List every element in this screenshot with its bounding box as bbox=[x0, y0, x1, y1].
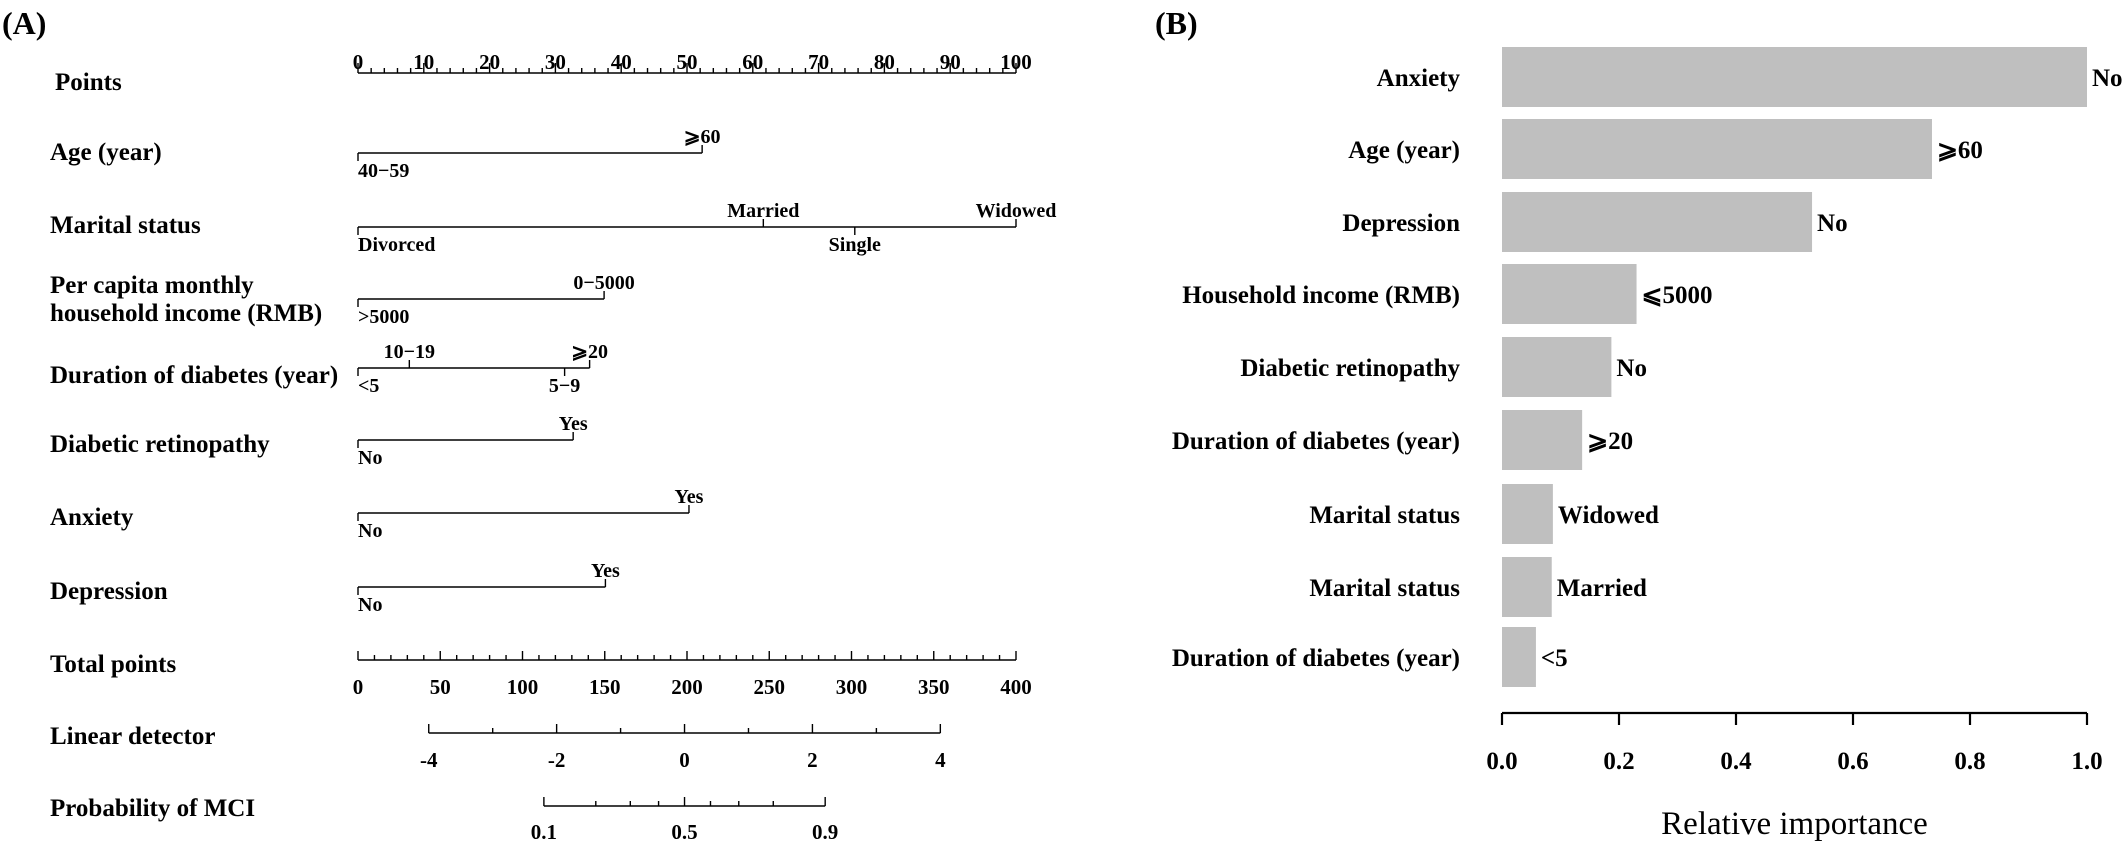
level-label: Yes bbox=[591, 560, 620, 582]
importance-bar-label: ⩾20 bbox=[1587, 428, 1633, 455]
level-label: Married bbox=[727, 200, 799, 222]
variable-label: Per capita monthly bbox=[50, 272, 254, 299]
level-label: 0−5000 bbox=[573, 272, 634, 294]
importance-bar bbox=[1502, 410, 1583, 470]
linear-detector-label: Linear detector bbox=[50, 723, 215, 750]
level-label: Yes bbox=[559, 413, 588, 435]
level-label: ⩾20 bbox=[571, 341, 608, 363]
variable-label: Depression bbox=[50, 578, 168, 605]
level-label: Widowed bbox=[976, 200, 1057, 222]
level-label: Yes bbox=[675, 486, 704, 508]
importance-category-label: Household income (RMB) bbox=[1182, 282, 1460, 309]
points-tick-label: 70 bbox=[808, 50, 829, 74]
importance-x-tick-label: 0.4 bbox=[1720, 748, 1752, 775]
points-tick-label: 10 bbox=[413, 50, 434, 74]
importance-bar bbox=[1502, 119, 1932, 179]
level-label: 10−19 bbox=[384, 341, 435, 363]
total-points-tick-label: 200 bbox=[671, 675, 703, 699]
points-tick-label: 60 bbox=[742, 50, 763, 74]
linear-detector-tick-label: 4 bbox=[935, 748, 946, 772]
level-label: 5−9 bbox=[549, 375, 580, 397]
linear-detector-tick-label: 0 bbox=[679, 748, 690, 772]
variable-label: Duration of diabetes (year) bbox=[50, 362, 338, 389]
importance-category-label: Duration of diabetes (year) bbox=[1172, 645, 1460, 672]
importance-bar bbox=[1502, 192, 1813, 252]
importance-bar-label: No bbox=[1616, 355, 1647, 382]
variable-label: Age (year) bbox=[50, 139, 162, 166]
total-points-label: Total points bbox=[50, 651, 176, 678]
importance-bar-label: ⩽5000 bbox=[1642, 282, 1713, 309]
importance-x-tick-label: 0.8 bbox=[1954, 748, 1985, 775]
importance-bar-label: No bbox=[2092, 65, 2123, 92]
points-label: Points bbox=[55, 69, 122, 96]
total-points-tick-label: 100 bbox=[507, 675, 539, 699]
importance-x-tick-label: 0.0 bbox=[1486, 748, 1517, 775]
linear-detector-tick-label: -2 bbox=[548, 748, 566, 772]
points-tick-label: 30 bbox=[545, 50, 566, 74]
linear-detector-tick-label: 2 bbox=[807, 748, 818, 772]
importance-category-label: Marital status bbox=[1309, 575, 1460, 602]
points-tick-label: 20 bbox=[479, 50, 500, 74]
importance-bar-label: ⩾60 bbox=[1937, 137, 1983, 164]
total-points-tick-label: 50 bbox=[430, 675, 451, 699]
points-tick-label: 50 bbox=[677, 50, 698, 74]
total-points-tick-label: 350 bbox=[918, 675, 950, 699]
points-tick-label: 90 bbox=[940, 50, 961, 74]
points-tick-label: 0 bbox=[353, 50, 364, 74]
importance-bar-label: <5 bbox=[1541, 645, 1568, 672]
importance-x-tick-label: 0.2 bbox=[1603, 748, 1634, 775]
variable-label: household income (RMB) bbox=[50, 300, 322, 327]
importance-bar-label: No bbox=[1817, 210, 1848, 237]
level-label: 40−59 bbox=[358, 160, 409, 182]
importance-bar-label: Married bbox=[1557, 575, 1647, 602]
total-points-tick-label: 0 bbox=[353, 675, 364, 699]
panel-a-label: (A) bbox=[2, 5, 46, 41]
points-tick-label: 40 bbox=[611, 50, 632, 74]
variable-label: Diabetic retinopathy bbox=[50, 431, 270, 458]
importance-x-axis-title: Relative importance bbox=[1661, 806, 1928, 842]
panel-b-label: (B) bbox=[1155, 5, 1198, 41]
importance-bar bbox=[1502, 627, 1536, 687]
level-label: ⩾60 bbox=[684, 126, 721, 148]
level-label: No bbox=[358, 594, 382, 616]
variable-label: Anxiety bbox=[50, 504, 134, 531]
importance-category-label: Duration of diabetes (year) bbox=[1172, 428, 1460, 455]
probability-label: Probability of MCI bbox=[50, 795, 255, 822]
probability-tick-label: 0.9 bbox=[812, 820, 838, 844]
importance-category-label: Age (year) bbox=[1348, 137, 1460, 164]
importance-x-tick-label: 0.6 bbox=[1837, 748, 1868, 775]
importance-bar bbox=[1502, 264, 1637, 324]
importance-category-label: Depression bbox=[1342, 210, 1460, 237]
total-points-tick-label: 300 bbox=[836, 675, 868, 699]
total-points-tick-label: 250 bbox=[754, 675, 786, 699]
level-label: Divorced bbox=[358, 234, 435, 256]
importance-category-label: Marital status bbox=[1309, 502, 1460, 529]
importance-bar bbox=[1502, 557, 1552, 617]
level-label: No bbox=[358, 447, 382, 469]
importance-bar bbox=[1502, 484, 1553, 544]
level-label: >5000 bbox=[358, 306, 409, 328]
linear-detector-tick-label: -4 bbox=[420, 748, 438, 772]
importance-category-label: Anxiety bbox=[1377, 65, 1461, 92]
level-label: No bbox=[358, 520, 382, 542]
total-points-tick-label: 400 bbox=[1000, 675, 1032, 699]
points-tick-label: 80 bbox=[874, 50, 895, 74]
probability-tick-label: 0.1 bbox=[531, 820, 557, 844]
importance-bar bbox=[1502, 337, 1612, 397]
importance-bar bbox=[1502, 47, 2087, 107]
variable-label: Marital status bbox=[50, 212, 201, 239]
level-label: <5 bbox=[358, 375, 379, 397]
importance-chart: Anxiety No Age (year) ⩾60 Depression No Househ… bbox=[1172, 47, 2123, 842]
level-label: Single bbox=[829, 234, 881, 256]
importance-x-tick-label: 1.0 bbox=[2071, 748, 2102, 775]
points-tick-label: 100 bbox=[1000, 50, 1032, 74]
probability-tick-label: 0.5 bbox=[671, 820, 697, 844]
total-points-tick-label: 150 bbox=[589, 675, 621, 699]
importance-category-label: Diabetic retinopathy bbox=[1240, 355, 1460, 382]
importance-bar-label: Widowed bbox=[1558, 502, 1659, 529]
